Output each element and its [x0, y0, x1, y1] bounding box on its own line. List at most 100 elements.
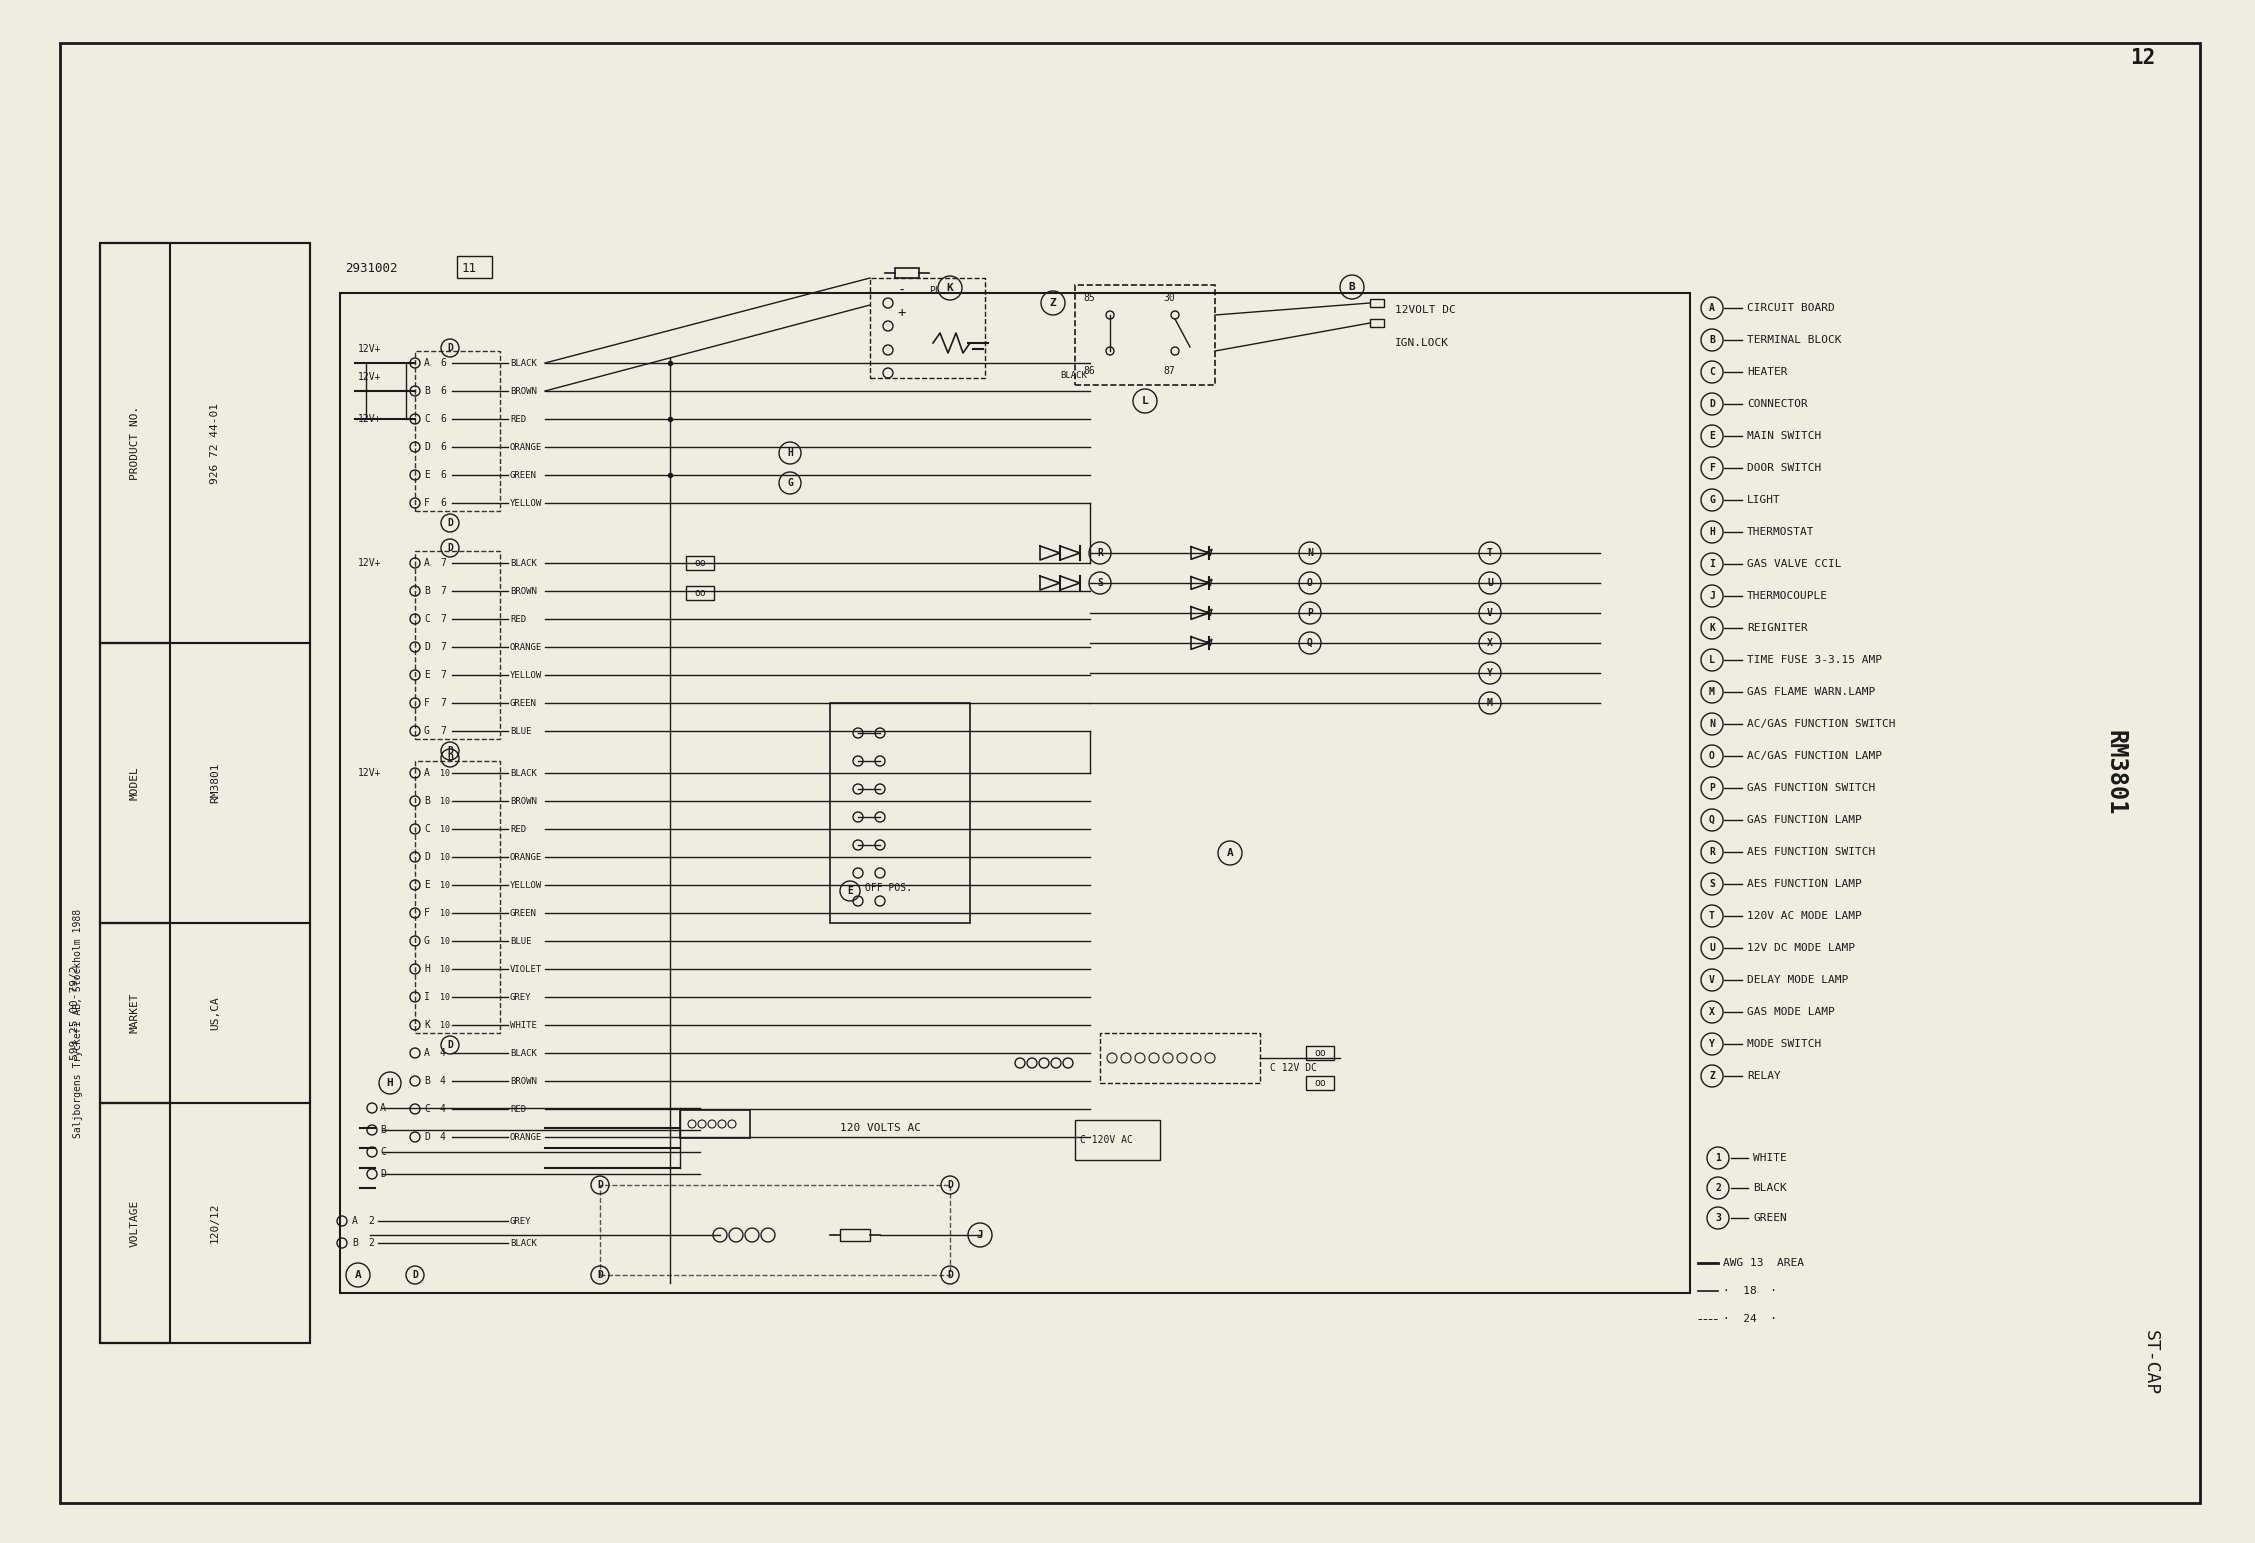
Text: Q: Q	[1308, 637, 1312, 648]
Text: GREEN: GREEN	[510, 909, 537, 918]
Bar	[1076, 1120, 1159, 1160]
Text: BROWN: BROWN	[510, 796, 537, 805]
Text: 10: 10	[440, 881, 451, 889]
Text: 120V AC MODE LAMP: 120V AC MODE LAMP	[1748, 910, 1863, 921]
Text: BLACK: BLACK	[1752, 1183, 1786, 1193]
Text: 3: 3	[1716, 1213, 1721, 1224]
Text: 12V+: 12V+	[359, 559, 381, 568]
Text: Q: Q	[1709, 815, 1716, 826]
Text: ORANGE: ORANGE	[510, 642, 541, 651]
Text: C: C	[424, 414, 431, 424]
Text: F: F	[1709, 463, 1716, 474]
Text: oo: oo	[695, 559, 706, 568]
Text: 10: 10	[440, 852, 451, 861]
Text: H: H	[386, 1079, 392, 1088]
Text: J: J	[1709, 591, 1716, 602]
Text: ·  18  ·: · 18 ·	[1723, 1285, 1777, 1296]
Text: U: U	[1709, 943, 1716, 954]
Text: ST-CAP: ST-CAP	[2142, 1330, 2160, 1395]
Text: WHITE: WHITE	[510, 1020, 537, 1029]
Text: MAIN SWITCH: MAIN SWITCH	[1748, 430, 1822, 441]
Text: 6: 6	[440, 386, 446, 397]
Text: E: E	[1709, 430, 1716, 441]
Bar	[841, 1230, 870, 1241]
Text: 120 VOLTS AC: 120 VOLTS AC	[841, 1123, 920, 1133]
Bar	[99, 923, 169, 1103]
Text: B: B	[424, 1075, 431, 1086]
Text: RED: RED	[510, 824, 525, 833]
Text: E: E	[424, 471, 431, 480]
Text: B: B	[424, 386, 431, 397]
Text: HEATER: HEATER	[1748, 367, 1788, 376]
Text: +: +	[897, 306, 907, 319]
Text: BLACK: BLACK	[1060, 370, 1087, 380]
Text: GREY: GREY	[510, 992, 532, 1001]
Text: L: L	[1141, 397, 1148, 406]
Text: A: A	[424, 1048, 431, 1058]
Text: 12V+: 12V+	[359, 768, 381, 778]
Text: D: D	[446, 1040, 453, 1049]
Text: H: H	[1709, 528, 1716, 537]
Text: D: D	[947, 1270, 954, 1281]
Text: X: X	[1709, 1008, 1716, 1017]
Text: IGN.LOCK: IGN.LOCK	[1396, 338, 1450, 349]
Text: AES FUNCTION SWITCH: AES FUNCTION SWITCH	[1748, 847, 1876, 856]
Text: D: D	[598, 1180, 602, 1190]
Text: A: A	[424, 768, 431, 778]
Text: WHITE: WHITE	[1752, 1153, 1786, 1163]
Text: U: U	[1486, 579, 1493, 588]
Text: C: C	[424, 824, 431, 835]
Text: D: D	[446, 753, 453, 762]
Text: ORANGE: ORANGE	[510, 443, 541, 452]
Text: O: O	[1308, 579, 1312, 588]
Text: AWG 13  AREA: AWG 13 AREA	[1723, 1258, 1804, 1268]
Text: BLACK: BLACK	[510, 1049, 537, 1057]
Text: D: D	[1709, 400, 1716, 409]
Text: C: C	[381, 1146, 386, 1157]
Text: F: F	[424, 907, 431, 918]
Text: 12V+: 12V+	[359, 372, 381, 383]
Text: 10: 10	[440, 992, 451, 1001]
Text: REIGNITER: REIGNITER	[1748, 623, 1809, 633]
Text: 2931002: 2931002	[345, 261, 397, 275]
Text: 10: 10	[440, 768, 451, 778]
Text: D: D	[424, 1133, 431, 1142]
Bar	[1371, 299, 1385, 307]
Text: K: K	[424, 1020, 431, 1031]
Text: ·  24  ·: · 24 ·	[1723, 1315, 1777, 1324]
Text: 2: 2	[368, 1216, 374, 1227]
Text: Z: Z	[1709, 1071, 1716, 1082]
Text: 6: 6	[440, 441, 446, 452]
Text: BLUE: BLUE	[510, 727, 532, 736]
Text: V: V	[1709, 975, 1716, 984]
Text: THERMOSTAT: THERMOSTAT	[1748, 528, 1815, 537]
Bar	[830, 704, 970, 923]
Text: 6: 6	[440, 358, 446, 367]
Text: GAS VALVE CCIL: GAS VALVE CCIL	[1748, 559, 1842, 569]
Text: R: R	[1709, 847, 1716, 856]
Text: ORANGE: ORANGE	[510, 852, 541, 861]
Text: F: F	[424, 697, 431, 708]
Text: THERMOCOUPLE: THERMOCOUPLE	[1748, 591, 1829, 602]
Text: D: D	[424, 852, 431, 863]
Text: B: B	[352, 1237, 359, 1248]
Text: BLUE: BLUE	[510, 937, 532, 946]
Text: 4: 4	[440, 1103, 446, 1114]
Text: 4: 4	[440, 1133, 446, 1142]
Text: 1: 1	[1716, 1153, 1721, 1163]
Bar	[99, 242, 309, 643]
Text: GREEN: GREEN	[1752, 1213, 1786, 1224]
Text: B: B	[381, 1125, 386, 1136]
Text: D: D	[446, 543, 453, 552]
Text: D: D	[947, 1180, 954, 1190]
Text: K: K	[947, 282, 954, 293]
Text: AC/GAS FUNCTION LAMP: AC/GAS FUNCTION LAMP	[1748, 751, 1883, 761]
Text: S: S	[1098, 579, 1103, 588]
Bar	[415, 350, 501, 511]
Text: GAS FUNCTION SWITCH: GAS FUNCTION SWITCH	[1748, 782, 1876, 793]
Text: V: V	[1486, 608, 1493, 619]
Text: YELLOW: YELLOW	[510, 498, 541, 508]
Text: oo: oo	[695, 588, 706, 599]
Text: 12: 12	[2129, 48, 2156, 68]
Text: GAS FUNCTION LAMP: GAS FUNCTION LAMP	[1748, 815, 1863, 826]
